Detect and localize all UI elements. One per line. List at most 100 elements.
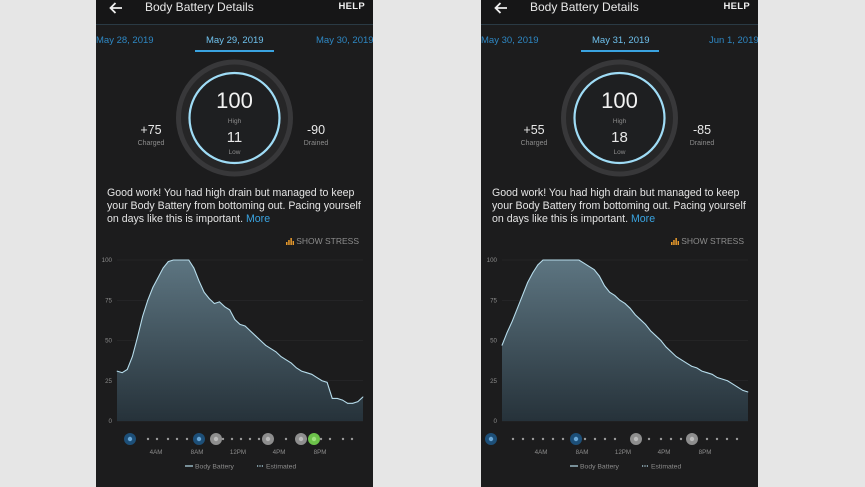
data-point xyxy=(634,314,636,316)
data-point xyxy=(742,390,744,391)
walk-icon[interactable] xyxy=(295,433,307,445)
summary-text: Good work! You had high drain but manage… xyxy=(492,187,746,225)
body-battery-chart: 100 75 50 25 0 4AM 8AM 12PM 4PM 8PM Body Battery Es… xyxy=(102,257,364,471)
date-tab-current[interactable]: May 29, 2019 xyxy=(206,35,264,46)
data-point xyxy=(254,335,256,337)
x-tick-label: 8AM xyxy=(576,449,589,456)
help-button[interactable]: HELP xyxy=(723,1,750,12)
data-point xyxy=(131,356,133,357)
data-point xyxy=(234,319,236,320)
date-tab-current[interactable]: May 31, 2019 xyxy=(592,35,650,46)
date-tab-previous[interactable]: May 30, 2019 xyxy=(481,35,539,46)
walk-icon[interactable] xyxy=(210,433,222,445)
date-tab-next[interactable]: Jun 1, 2019 xyxy=(709,35,758,46)
low-value: 18 xyxy=(611,129,628,146)
walk-icon[interactable] xyxy=(262,433,274,445)
alarm-icon[interactable] xyxy=(570,433,582,445)
timeline-dot xyxy=(583,437,587,441)
data-point xyxy=(629,307,631,309)
data-point xyxy=(321,380,323,382)
data-point xyxy=(121,372,123,374)
sleep-icon[interactable] xyxy=(124,433,136,445)
timeline-dot xyxy=(175,437,179,441)
data-point xyxy=(737,386,739,388)
data-point xyxy=(701,370,703,372)
data-point xyxy=(522,295,523,296)
drained-label: Drained xyxy=(303,140,329,147)
x-tick-label: 4PM xyxy=(273,449,286,456)
timeline-dot xyxy=(146,437,150,441)
walk-icon[interactable] xyxy=(686,433,698,445)
divider xyxy=(96,24,373,25)
date-tab-indicator xyxy=(195,50,274,52)
data-point xyxy=(219,301,220,303)
data-point xyxy=(265,344,267,346)
data-point xyxy=(224,306,226,308)
timeline-dot xyxy=(735,437,739,441)
data-point xyxy=(593,269,595,271)
x-tick-label: 4AM xyxy=(150,449,163,456)
data-point xyxy=(747,391,749,393)
alarm-icon[interactable] xyxy=(193,433,205,445)
battery-ring xyxy=(176,59,293,177)
data-point xyxy=(301,370,302,372)
data-point xyxy=(295,367,297,369)
date-tab-next[interactable]: May 30, 2019 xyxy=(316,35,373,46)
data-point xyxy=(619,299,621,301)
data-point xyxy=(347,402,349,404)
timeline-dot xyxy=(239,437,243,441)
data-point xyxy=(732,383,734,385)
app-bar: Body Battery Details HELP xyxy=(481,0,758,24)
help-button[interactable]: HELP xyxy=(338,1,365,12)
y-tick-label: 25 xyxy=(105,378,112,385)
timeline-dot xyxy=(155,437,159,441)
stress-bars-icon xyxy=(671,238,680,245)
timeline-dot xyxy=(669,437,673,441)
arrow-left-icon[interactable] xyxy=(491,0,511,18)
data-point xyxy=(249,330,251,332)
more-link[interactable]: More xyxy=(245,213,271,225)
divider xyxy=(481,24,758,25)
walk-icon[interactable] xyxy=(630,433,642,445)
data-point xyxy=(352,402,354,404)
data-point xyxy=(650,330,652,332)
timeline-dot xyxy=(185,437,189,441)
data-point xyxy=(639,319,641,320)
data-point xyxy=(660,340,662,341)
timeline-dot xyxy=(647,437,651,441)
arrow-left-icon[interactable] xyxy=(106,0,126,18)
data-point xyxy=(516,307,518,309)
data-point xyxy=(188,259,190,261)
page-title: Body Battery Details xyxy=(145,0,254,14)
timeline-dot xyxy=(561,437,565,441)
data-point xyxy=(316,377,318,378)
data-point xyxy=(547,259,549,261)
timeline-dot xyxy=(328,437,332,441)
data-point xyxy=(357,401,359,403)
timeline-dot xyxy=(511,437,515,441)
more-link[interactable]: More xyxy=(630,213,656,225)
data-point xyxy=(208,298,210,300)
battery-area xyxy=(117,260,363,421)
date-tab-previous[interactable]: May 28, 2019 xyxy=(96,35,154,46)
data-point xyxy=(142,315,144,317)
show-stress-toggle[interactable]: SHOW STRESS xyxy=(286,236,359,246)
drained-value: -85 xyxy=(692,123,712,137)
data-point xyxy=(137,336,138,338)
sleep-icon[interactable] xyxy=(485,433,497,445)
data-point xyxy=(527,282,529,283)
data-point xyxy=(557,259,559,261)
data-point xyxy=(614,295,616,296)
run-icon[interactable] xyxy=(308,433,320,445)
timeline-dot xyxy=(613,437,617,441)
timeline-dot xyxy=(284,437,288,441)
timeline-dot xyxy=(521,437,525,441)
data-point xyxy=(362,396,364,398)
battery-ring xyxy=(561,59,678,177)
timeline-dot xyxy=(725,437,729,441)
timeline-dot xyxy=(350,437,354,441)
data-point xyxy=(645,324,646,325)
show-stress-toggle[interactable]: SHOW STRESS xyxy=(671,236,744,246)
high-label: High xyxy=(227,118,242,125)
low-label: Low xyxy=(228,149,241,156)
